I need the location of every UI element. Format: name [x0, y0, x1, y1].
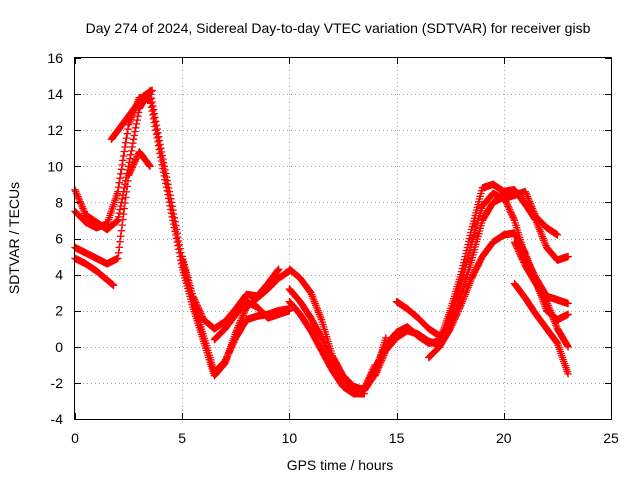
series-track-p	[510, 238, 572, 351]
series-track-o	[510, 279, 572, 378]
series-track-j	[285, 297, 369, 398]
x-axis-label: GPS time / hours	[287, 457, 394, 473]
series-track-f	[178, 252, 283, 333]
x-tick-label: 10	[282, 430, 298, 446]
y-tick-label: 10	[47, 158, 63, 174]
plot-frame	[74, 57, 612, 420]
y-tick-label: 4	[55, 267, 63, 283]
y-tick-label: 6	[55, 231, 63, 247]
x-tick-label: 20	[496, 430, 512, 446]
data-series	[71, 86, 572, 398]
x-tick-label: 5	[178, 430, 186, 446]
y-tick-label: 2	[55, 303, 63, 319]
series-track-g	[210, 297, 294, 344]
y-axis-label: SDTVAR / TECUs	[6, 182, 22, 294]
x-tick-label: 0	[71, 430, 79, 446]
y-tick-label: -2	[51, 375, 64, 391]
chart-title: Day 274 of 2024, Sidereal Day-to-day VTE…	[86, 20, 591, 36]
series-track-e	[107, 86, 157, 144]
y-tick-label: 12	[47, 122, 63, 138]
x-tick-label: 15	[389, 430, 405, 446]
x-tick-label: 25	[603, 430, 619, 446]
axis-ticks: 0 5 10 15 20 25 -4 -2 0 2 4 6 8 10 12 14 16	[47, 50, 619, 446]
grid-lines	[75, 58, 611, 419]
y-tick-label: -4	[51, 411, 64, 427]
y-tick-label: 16	[47, 50, 63, 66]
y-tick-label: 0	[55, 339, 63, 355]
y-tick-label: 8	[55, 194, 63, 210]
y-tick-label: 14	[47, 86, 63, 102]
